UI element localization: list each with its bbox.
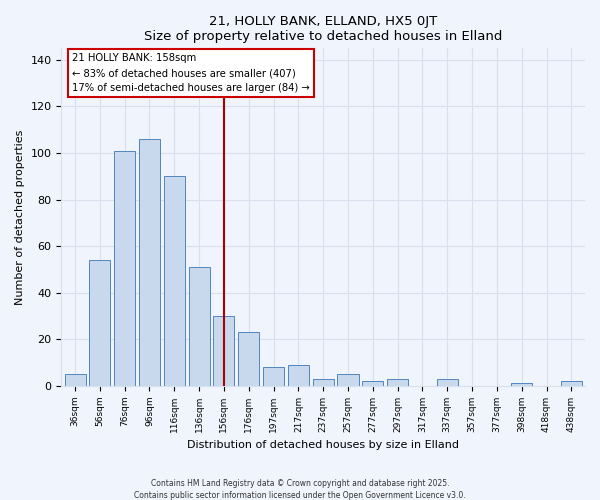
- Bar: [188, 267, 209, 386]
- Bar: [164, 176, 185, 386]
- Bar: [65, 374, 86, 386]
- Text: Contains HM Land Registry data © Crown copyright and database right 2025.
Contai: Contains HM Land Registry data © Crown c…: [134, 478, 466, 500]
- X-axis label: Distribution of detached houses by size in Elland: Distribution of detached houses by size …: [187, 440, 459, 450]
- Text: 21 HOLLY BANK: 158sqm
← 83% of detached houses are smaller (407)
17% of semi-det: 21 HOLLY BANK: 158sqm ← 83% of detached …: [72, 54, 310, 93]
- Bar: [362, 381, 383, 386]
- Bar: [263, 367, 284, 386]
- Bar: [511, 383, 532, 386]
- Y-axis label: Number of detached properties: Number of detached properties: [15, 130, 25, 304]
- Bar: [337, 374, 359, 386]
- Bar: [89, 260, 110, 386]
- Bar: [437, 378, 458, 386]
- Bar: [561, 381, 582, 386]
- Bar: [238, 332, 259, 386]
- Bar: [114, 150, 135, 386]
- Bar: [387, 378, 408, 386]
- Bar: [288, 364, 309, 386]
- Bar: [313, 378, 334, 386]
- Title: 21, HOLLY BANK, ELLAND, HX5 0JT
Size of property relative to detached houses in : 21, HOLLY BANK, ELLAND, HX5 0JT Size of …: [144, 15, 502, 43]
- Bar: [139, 139, 160, 386]
- Bar: [214, 316, 235, 386]
